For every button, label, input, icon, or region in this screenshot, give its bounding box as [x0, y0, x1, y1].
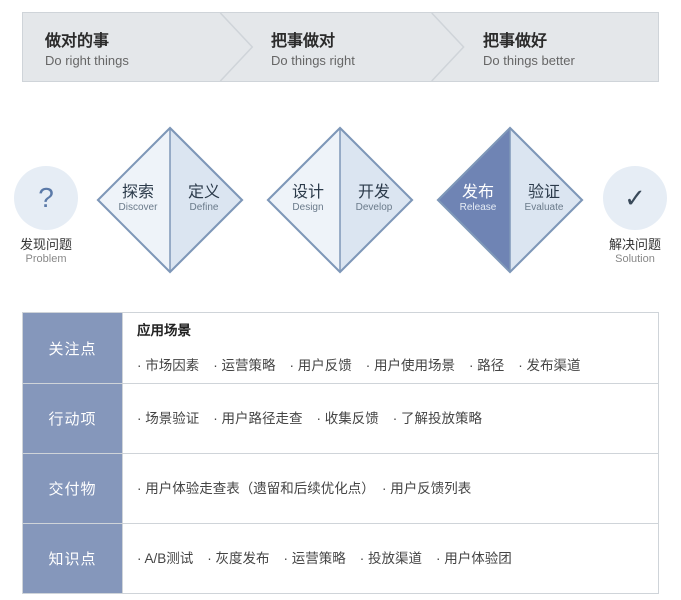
process-arrow-strip: 做对的事 Do right things 把事做对 Do things righ… [22, 12, 659, 82]
table-row-content: · 场景验证· 用户路径走查· 收集反馈· 了解投放策略 [123, 384, 658, 453]
double-diamond-row: ? 发现问题 Problem ✓ 解决问题 Solution 探索Discove… [0, 124, 681, 284]
table-row-items: · 市场因素· 运营策略· 用户反馈· 用户使用场景· 路径· 发布渠道 [137, 353, 595, 379]
table-row-content: 应用场景 · 市场因素· 运营策略· 用户反馈· 用户使用场景· 路径· 发布渠道 [123, 313, 658, 383]
diamond-1: 探索Discover定义Define [94, 124, 246, 276]
solution-label-cn: 解决问题 [595, 234, 675, 253]
table-row-items: · 场景验证· 用户路径走查· 收集反馈· 了解投放策略 [137, 406, 496, 432]
table-row-label: 知识点 [23, 524, 123, 593]
strip-cell-1-cn: 做对的事 [45, 27, 223, 51]
strip-cell-1: 做对的事 Do right things [23, 13, 223, 81]
strip-cell-2: 把事做对 Do things right [235, 13, 435, 81]
strip-cell-2-cn: 把事做对 [271, 27, 435, 51]
table-row: 关注点应用场景 · 市场因素· 运营策略· 用户反馈· 用户使用场景· 路径· 发… [23, 313, 658, 383]
table-row: 行动项 · 场景验证· 用户路径走查· 收集反馈· 了解投放策略 [23, 383, 658, 453]
table-row: 交付物 · 用户体验走查表（遗留和后续优化点）· 用户反馈列表 [23, 453, 658, 523]
diamond-1-left-label: 探索Discover [108, 178, 168, 213]
diamond-3-left-label: 发布Release [448, 178, 508, 213]
table-row-items: · A/B测试· 灰度发布· 运营策略· 投放渠道· 用户体验团 [137, 546, 526, 572]
solution-label: 解决问题 Solution [595, 234, 675, 265]
table-row-label: 交付物 [23, 454, 123, 523]
solution-label-en: Solution [595, 253, 675, 265]
diamond-2-right-label: 开发Develop [344, 178, 404, 213]
table-row-content: · A/B测试· 灰度发布· 运营策略· 投放渠道· 用户体验团 [123, 524, 658, 593]
table-row: 知识点 · A/B测试· 灰度发布· 运营策略· 投放渠道· 用户体验团 [23, 523, 658, 593]
problem-circle: ? [14, 166, 78, 230]
problem-label-en: Problem [6, 253, 86, 265]
strip-cell-3-cn: 把事做好 [483, 27, 647, 51]
table-row-label: 行动项 [23, 384, 123, 453]
diamond-2: 设计Design开发Develop [264, 124, 416, 276]
problem-label: 发现问题 Problem [6, 234, 86, 265]
diamond-2-left-label: 设计Design [278, 178, 338, 213]
strip-cell-3-en: Do things better [483, 53, 647, 68]
table-row-label: 关注点 [23, 313, 123, 383]
diamond-3-right-label: 验证Evaluate [514, 178, 574, 213]
solution-circle: ✓ [603, 166, 667, 230]
diamond-1-right-label: 定义Define [174, 178, 234, 213]
question-mark-icon: ? [38, 182, 54, 214]
strip-cell-3: 把事做好 Do things better [447, 13, 647, 81]
problem-label-cn: 发现问题 [6, 234, 86, 253]
table-row-content: · 用户体验走查表（遗留和后续优化点）· 用户反馈列表 [123, 454, 658, 523]
table-row-items: · 用户体验走查表（遗留和后续优化点）· 用户反馈列表 [137, 476, 485, 502]
diamond-3: 发布Release验证Evaluate [434, 124, 586, 276]
check-mark-icon: ✓ [624, 183, 646, 214]
strip-cell-1-en: Do right things [45, 53, 223, 68]
table-row-lead: 应用场景 [137, 318, 191, 344]
strip-cell-2-en: Do things right [271, 53, 435, 68]
detail-table: 关注点应用场景 · 市场因素· 运营策略· 用户反馈· 用户使用场景· 路径· 发… [22, 312, 659, 594]
